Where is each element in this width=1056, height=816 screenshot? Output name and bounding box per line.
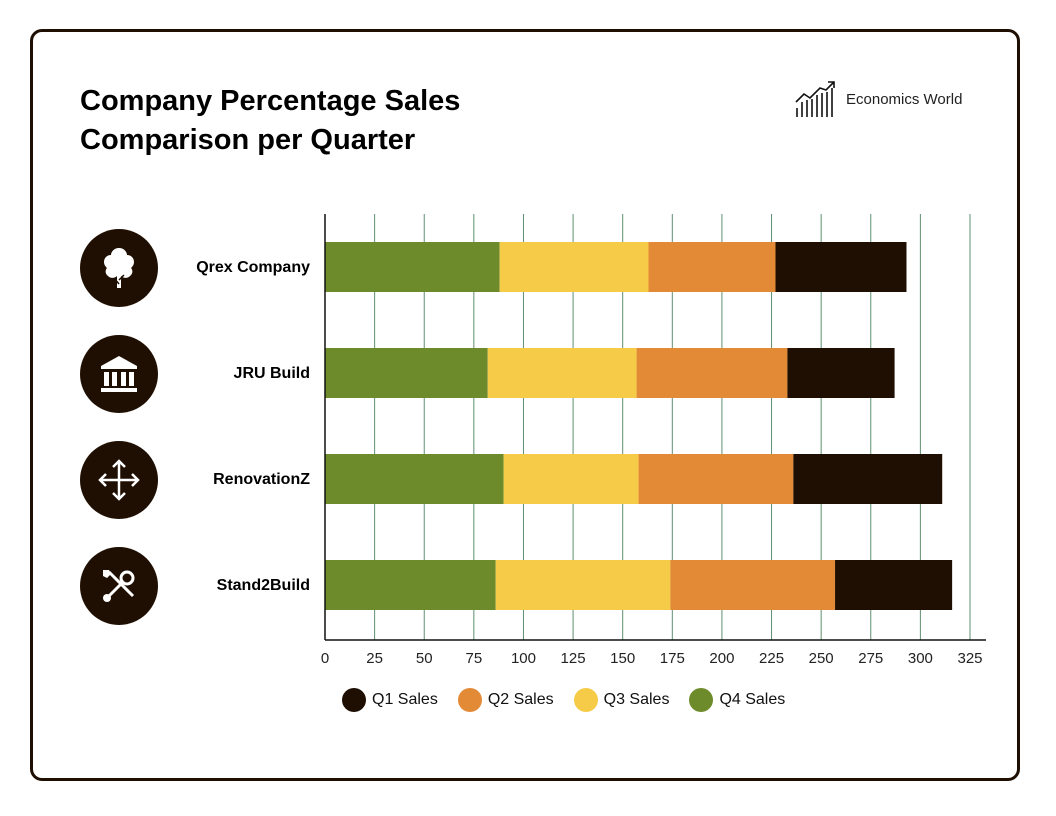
legend: Q1 Sales Q2 Sales Q3 Sales Q4 Sales [342, 688, 785, 712]
legend-swatch [342, 688, 366, 712]
brand: Economics World [794, 80, 962, 118]
legend-swatch [689, 688, 714, 712]
category-row: Stand2Build [80, 547, 320, 625]
legend-label: Q1 Sales [372, 691, 438, 708]
x-tick-label: 25 [366, 650, 383, 667]
x-tick-label: 100 [511, 650, 536, 667]
bar-segment-q2-sales [670, 560, 836, 610]
legend-item: Q4 Sales [689, 688, 785, 712]
move-arrows-icon [80, 441, 158, 519]
x-tick-label: 0 [321, 650, 329, 667]
bar-segment-q4-sales [325, 560, 496, 610]
bar-segment-q3-sales [487, 348, 637, 398]
x-tick-label: 250 [809, 650, 834, 667]
bar-segment-q1-sales [787, 348, 895, 398]
bar-segment-q4-sales [325, 454, 504, 504]
bar-segment-q2-sales [636, 348, 788, 398]
x-tick-label: 275 [858, 650, 883, 667]
title-line-1: Company Percentage Sales [80, 85, 461, 117]
tools-icon [80, 547, 158, 625]
category-label: RenovationZ [213, 471, 310, 488]
bar-segment-q4-sales [325, 348, 488, 398]
x-tick-label: 125 [561, 650, 586, 667]
category-row: RenovationZ [80, 441, 320, 519]
bank-building-icon [80, 335, 158, 413]
title-line-2: Comparison per Quarter [80, 124, 416, 156]
bar-segment-q1-sales [835, 560, 953, 610]
x-tick-label: 200 [709, 650, 734, 667]
category-label: Stand2Build [216, 577, 310, 594]
bar-segment-q3-sales [499, 242, 649, 292]
legend-item: Q2 Sales [457, 688, 554, 712]
legend-item: Q3 Sales [573, 688, 670, 712]
tree-icon [80, 229, 158, 307]
brand-name: Economics World [846, 90, 963, 108]
bar-segment-q2-sales [648, 242, 776, 292]
legend-label: Q3 Sales [603, 691, 670, 708]
x-tick-label: 175 [660, 650, 685, 667]
legend-swatch [573, 688, 598, 712]
category-row: JRU Build [80, 335, 320, 413]
bar-segment-q1-sales [775, 242, 907, 292]
bar-segment-q3-sales [503, 454, 639, 504]
legend-label: Q4 Sales [719, 691, 786, 708]
card-frame [30, 29, 1020, 781]
bar-segment-q4-sales [325, 242, 500, 292]
x-tick-label: 50 [416, 650, 433, 667]
x-tick-label: 225 [759, 650, 784, 667]
rising-bar-chart-icon [795, 81, 835, 117]
bar-segment-q3-sales [495, 560, 671, 610]
x-tick-label: 150 [610, 650, 635, 667]
bar-segment-q1-sales [793, 454, 943, 504]
x-tick-label: 75 [466, 650, 483, 667]
x-tick-label: 325 [957, 650, 982, 667]
legend-label: Q2 Sales [487, 691, 554, 708]
legend-swatch [457, 688, 482, 712]
chart-title: Company Percentage Sales Comparison per … [80, 82, 560, 160]
x-tick-label: 300 [908, 650, 933, 667]
bar-segment-q2-sales [638, 454, 794, 504]
category-label: JRU Build [233, 365, 310, 382]
legend-item: Q1 Sales [342, 688, 438, 712]
category-label: Qrex Company [196, 259, 310, 276]
category-row: Qrex Company [80, 229, 320, 307]
